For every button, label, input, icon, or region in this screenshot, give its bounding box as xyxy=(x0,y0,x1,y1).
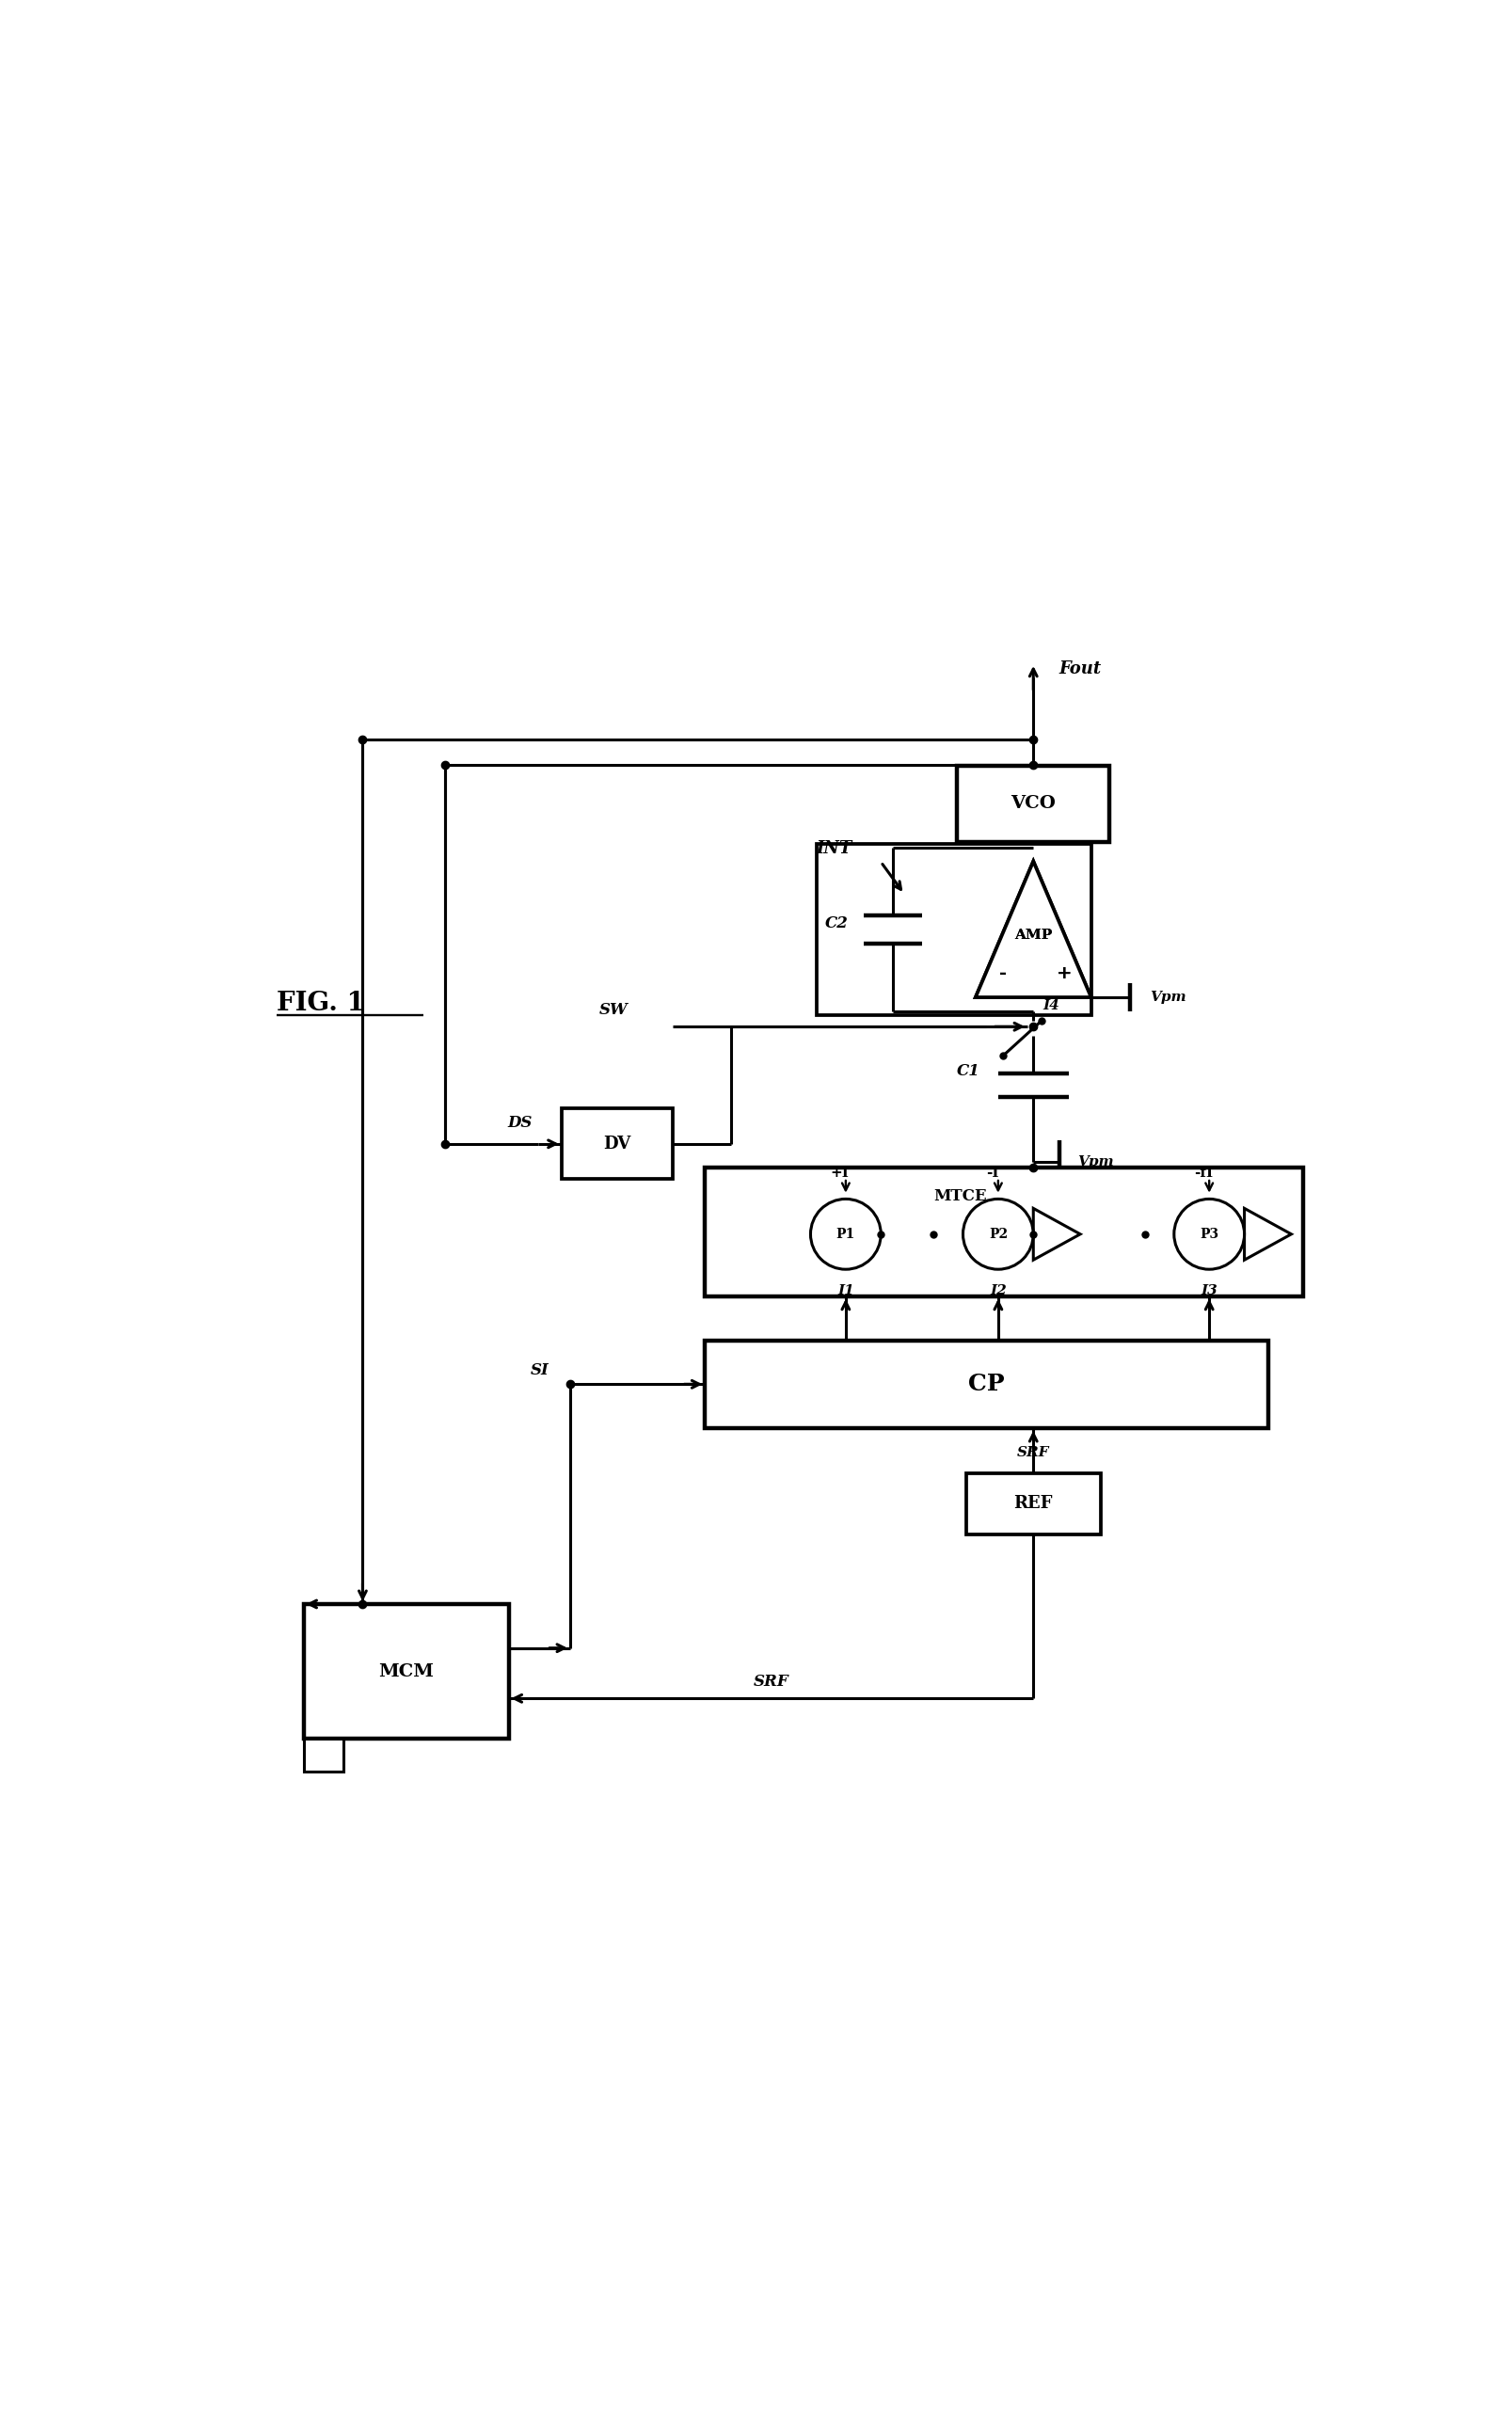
Text: SI: SI xyxy=(531,1363,549,1377)
Text: P2: P2 xyxy=(987,1227,1007,1242)
Text: +: + xyxy=(1055,964,1070,981)
Text: -: - xyxy=(998,964,1005,981)
Bar xyxy=(957,766,1108,841)
Text: Fout: Fout xyxy=(1058,660,1101,676)
Polygon shape xyxy=(975,863,1090,998)
Text: +: + xyxy=(1055,964,1070,981)
Text: DV: DV xyxy=(603,1136,631,1152)
Text: FIG. 1: FIG. 1 xyxy=(277,991,366,1015)
Bar xyxy=(304,1740,343,1771)
Text: C1: C1 xyxy=(957,1063,980,1080)
Text: I4: I4 xyxy=(1042,998,1058,1012)
Text: -: - xyxy=(998,964,1005,981)
Bar xyxy=(965,1474,1101,1534)
Text: SRF: SRF xyxy=(753,1674,788,1691)
Bar xyxy=(705,1167,1302,1297)
Bar xyxy=(705,1341,1267,1428)
Text: Vpm: Vpm xyxy=(1149,991,1185,1005)
Text: MTCE: MTCE xyxy=(933,1189,986,1206)
Text: I1: I1 xyxy=(836,1283,854,1297)
Text: DS: DS xyxy=(508,1114,532,1131)
Text: I2: I2 xyxy=(989,1283,1005,1297)
Text: INT: INT xyxy=(815,841,851,858)
Text: -fI: -fI xyxy=(1193,1167,1213,1179)
Text: P1: P1 xyxy=(836,1227,854,1242)
Text: AMP: AMP xyxy=(1013,928,1052,942)
Text: CP: CP xyxy=(968,1372,1004,1396)
Bar xyxy=(816,843,1090,1015)
Bar xyxy=(561,1109,673,1179)
Text: I3: I3 xyxy=(1201,1283,1217,1297)
Text: VCO: VCO xyxy=(1010,795,1055,812)
Bar xyxy=(304,1604,508,1740)
Text: C2: C2 xyxy=(824,916,848,933)
Text: +I: +I xyxy=(830,1167,848,1179)
Text: SW: SW xyxy=(599,1003,627,1017)
Text: SRF: SRF xyxy=(1016,1445,1049,1459)
Text: P3: P3 xyxy=(1199,1227,1219,1242)
Text: Vpm: Vpm xyxy=(1077,1155,1113,1167)
Text: AMP: AMP xyxy=(1013,928,1052,942)
Text: MCM: MCM xyxy=(378,1662,434,1679)
Text: REF: REF xyxy=(1013,1496,1052,1512)
Text: -I: -I xyxy=(986,1167,998,1179)
